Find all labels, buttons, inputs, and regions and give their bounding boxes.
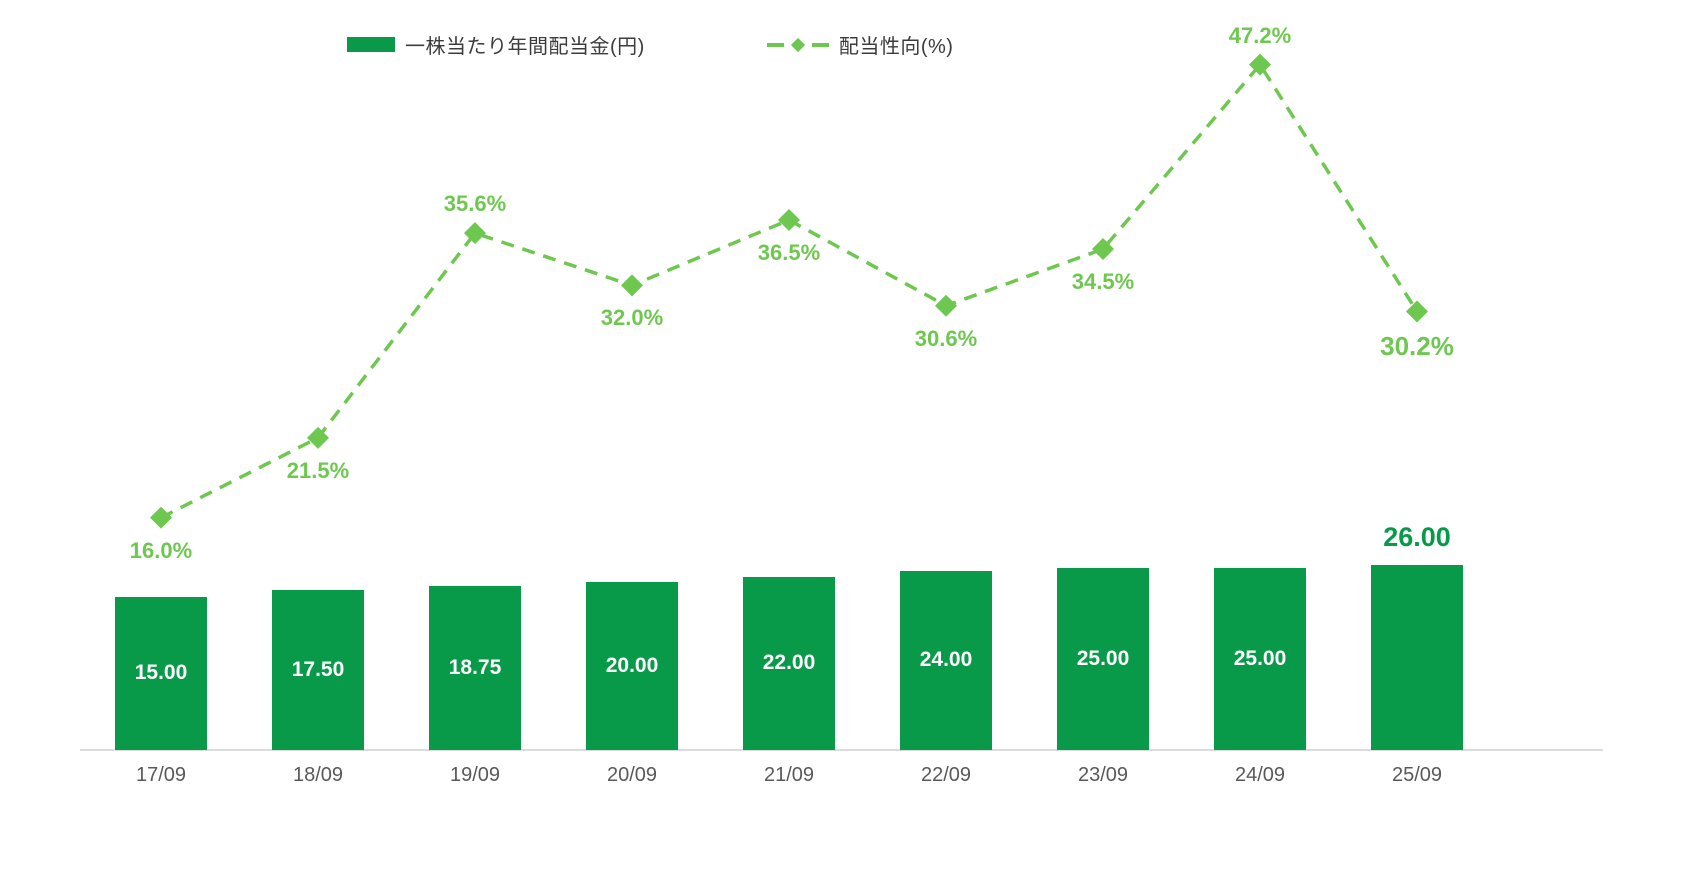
bar (429, 586, 521, 750)
chart-legend: 一株当たり年間配当金(円) 配当性向(%) (347, 30, 953, 59)
x-axis-label: 18/09 (292, 764, 344, 786)
dash-icon (811, 42, 829, 47)
diamond-marker-icon (1249, 53, 1271, 76)
diamond-marker-icon (778, 209, 800, 232)
payout-value-label-highlight: 30.2% (1380, 331, 1454, 362)
legend-item-payout: 配当性向(%) (766, 30, 954, 59)
x-axis-label: 21/09 (763, 764, 815, 786)
diamond-marker-icon (621, 274, 643, 297)
payout-value-label: 36.5% (757, 240, 821, 266)
bar (743, 576, 835, 750)
legend-label-dividend: 一株当たり年間配当金(円) (405, 36, 645, 58)
bar-value-label: 15.00 (134, 661, 188, 685)
diamond-marker-icon (935, 294, 957, 317)
diamond-marker-icon (464, 222, 486, 245)
payout-line (160, 61, 1419, 520)
x-axis-label: 20/09 (606, 764, 658, 786)
bar (1371, 564, 1463, 750)
legend-label-payout: 配当性向(%) (838, 36, 954, 58)
dash-icon (766, 42, 784, 47)
x-axis-line (80, 749, 1603, 751)
payout-value-label: 30.6% (914, 325, 978, 351)
x-axis-label: 23/09 (1077, 764, 1129, 786)
payout-value-label: 21.5% (286, 457, 350, 483)
bar (1057, 567, 1149, 750)
x-axis-label: 25/09 (1391, 764, 1443, 786)
bar-value-label: 18.75 (448, 656, 502, 680)
payout-value-label: 16.0% (129, 537, 193, 563)
bar-value-label: 24.00 (919, 648, 973, 672)
bar (1214, 567, 1306, 750)
payout-value-label: 35.6% (443, 191, 507, 217)
bar (586, 582, 678, 750)
bar-value-label: 22.00 (762, 651, 816, 675)
bar-value-label: 25.00 (1233, 646, 1287, 670)
bar-value-label: 25.00 (1076, 646, 1130, 670)
bar-value-label: 17.50 (291, 657, 345, 681)
bar (272, 589, 364, 750)
legend-item-dividend: 一株当たり年間配当金(円) (347, 30, 645, 59)
payout-value-label: 47.2% (1228, 22, 1292, 48)
bar (900, 570, 992, 750)
x-axis-label: 19/09 (449, 764, 501, 786)
line-series-swatch (766, 37, 829, 52)
payout-value-label: 34.5% (1071, 269, 1135, 295)
x-axis-label: 22/09 (920, 764, 972, 786)
x-axis-label: 24/09 (1234, 764, 1286, 786)
bar-series-swatch (347, 37, 395, 52)
diamond-marker-icon (150, 506, 172, 529)
diamond-marker-icon (1406, 300, 1428, 323)
bar-value-label-highlight: 26.00 (1383, 521, 1451, 552)
bar (115, 596, 207, 750)
x-axis-label: 17/09 (135, 764, 187, 786)
bar-value-label: 20.00 (605, 654, 659, 678)
diamond-marker-icon (1092, 238, 1114, 261)
payout-value-label: 32.0% (600, 305, 664, 331)
diamond-marker-icon (307, 426, 329, 449)
